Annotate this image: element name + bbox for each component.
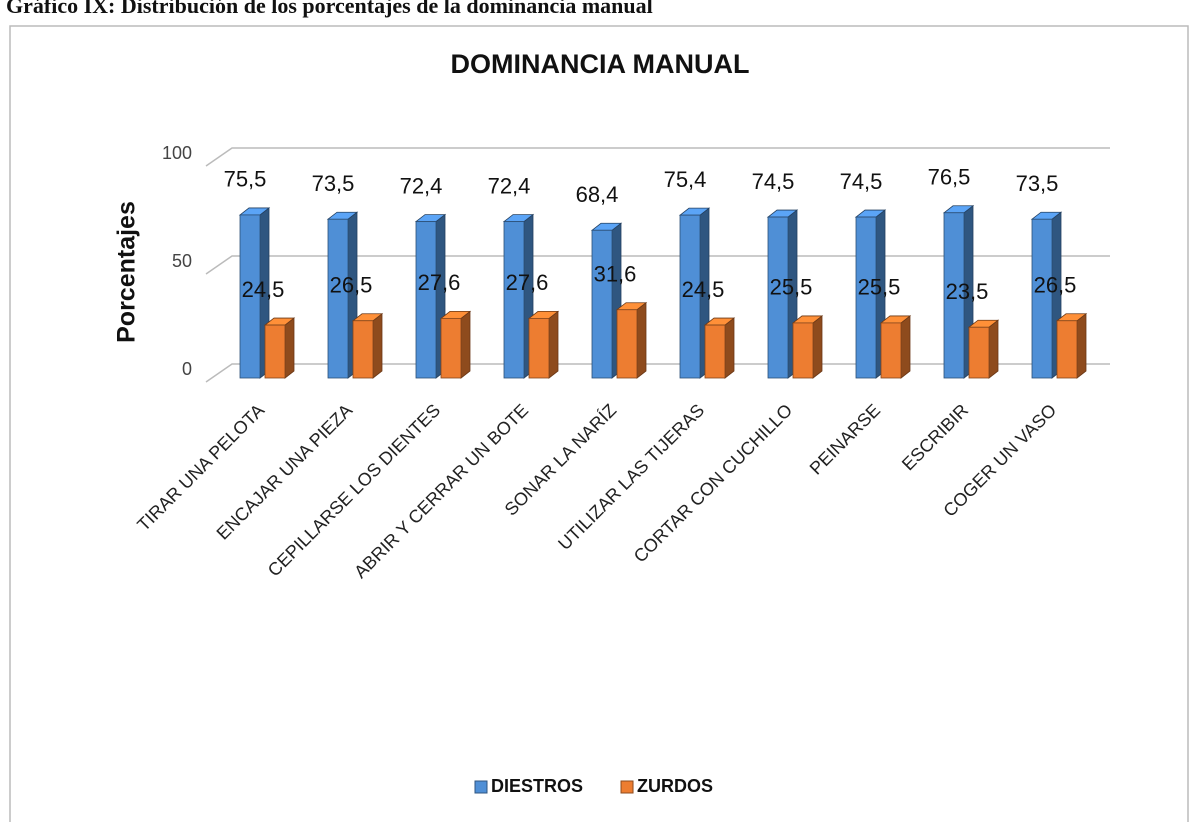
bar-side: [284, 317, 295, 379]
data-label: 75,4: [664, 167, 707, 192]
grid-line: [205, 255, 1110, 275]
bar-front: [880, 322, 902, 379]
bar-front: [591, 229, 613, 379]
bar-front: [440, 317, 462, 379]
legend-swatch: [474, 780, 488, 794]
bar-front: [415, 221, 437, 379]
bar: [967, 319, 1000, 379]
data-label: 25,5: [858, 275, 901, 300]
y-axis-label: Porcentajes: [113, 201, 141, 343]
data-label: 74,5: [752, 169, 795, 194]
bar-front: [767, 216, 789, 379]
bar: [590, 222, 623, 379]
bar-front: [327, 218, 349, 379]
y-tick-label: 50: [172, 251, 192, 271]
bar: [942, 204, 975, 379]
data-label: 27,6: [418, 270, 461, 295]
data-label: 31,6: [594, 262, 637, 287]
bar-side: [900, 315, 911, 379]
chart-frame: [9, 25, 1189, 822]
caption: Gráfico IX: Distribución de los porcenta…: [6, 0, 653, 18]
chart-title: DOMINANCIA MANUAL: [451, 49, 750, 79]
data-label: 73,5: [1016, 171, 1059, 196]
bar-front: [968, 326, 990, 379]
bar: [527, 310, 560, 379]
data-label: 72,4: [488, 173, 531, 198]
bar: [678, 207, 711, 379]
bar-side: [372, 312, 383, 379]
bar: [703, 317, 736, 379]
data-label: 68,4: [576, 182, 619, 207]
data-label: 73,5: [312, 171, 355, 196]
bar-front: [704, 324, 726, 379]
legend-swatch: [620, 780, 634, 794]
bar: [791, 315, 824, 379]
y-tick-label: 0: [182, 359, 192, 379]
bar: [766, 209, 799, 379]
bar-front: [239, 214, 261, 379]
data-label: 27,6: [506, 270, 549, 295]
bar: [263, 317, 296, 379]
grid-line: [205, 147, 1110, 167]
data-label: 74,5: [840, 169, 883, 194]
data-label: 76,5: [928, 165, 971, 190]
bar-side: [548, 310, 559, 379]
bar-front: [264, 324, 286, 379]
data-label: 24,5: [242, 277, 285, 302]
bar-side: [1076, 312, 1087, 379]
bar-front: [352, 320, 374, 379]
data-label: 24,5: [682, 277, 725, 302]
bar: [351, 312, 384, 379]
y-tick-label: 100: [162, 143, 192, 163]
bar-front: [943, 212, 965, 379]
data-label: 26,5: [330, 273, 373, 298]
bar: [879, 315, 912, 379]
bar-side: [988, 319, 999, 379]
bar-front: [503, 221, 525, 379]
bar-front: [616, 309, 638, 379]
bar-side: [724, 317, 735, 379]
data-label: 23,5: [946, 279, 989, 304]
data-label: 75,5: [224, 167, 267, 192]
bar-side: [636, 301, 647, 379]
legend-label: DIESTROS: [491, 776, 583, 796]
legend-label: ZURDOS: [637, 776, 713, 796]
data-label: 26,5: [1034, 273, 1077, 298]
bar-front: [855, 216, 877, 379]
bar-side: [812, 315, 823, 379]
bar-front: [792, 322, 814, 379]
bar-front: [679, 214, 701, 379]
bar: [439, 310, 472, 379]
bar-front: [1056, 320, 1078, 379]
data-label: 25,5: [770, 275, 813, 300]
bar-front: [528, 317, 550, 379]
bar-side: [460, 310, 471, 379]
bar: [615, 301, 648, 379]
bar: [1055, 312, 1088, 379]
data-label: 72,4: [400, 173, 443, 198]
bar-front: [1031, 218, 1053, 379]
